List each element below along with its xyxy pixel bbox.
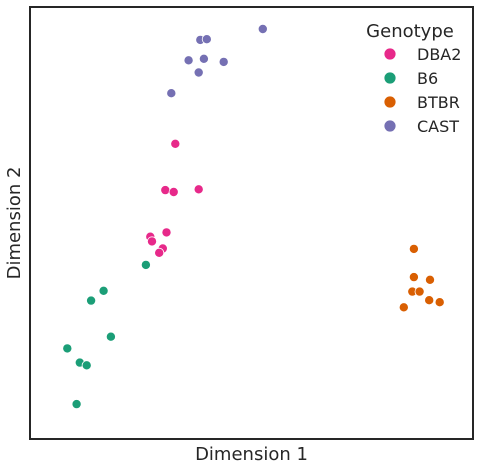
- point-dba2-3: [168, 186, 179, 197]
- point-cast-6: [218, 56, 229, 67]
- point-btbr-7: [434, 297, 445, 308]
- point-btbr-6: [424, 295, 435, 306]
- point-dba2-5: [161, 227, 172, 238]
- legend-label-dba2: DBA2: [417, 45, 461, 64]
- legend-label-btbr: BTBR: [417, 93, 460, 112]
- legend-marker-btbr: [383, 95, 397, 109]
- point-cast-8: [166, 88, 177, 99]
- point-b6-5: [62, 343, 73, 354]
- legend: Genotype DBA2 B6 BTBR CAST: [366, 21, 461, 136]
- legend-title: Genotype: [366, 21, 454, 42]
- point-cast-7: [193, 67, 204, 78]
- points-layer: [62, 23, 445, 410]
- plot-frame: [29, 6, 474, 440]
- point-dba2-7: [146, 236, 157, 247]
- point-b6-8: [71, 399, 82, 410]
- point-dba2-4: [193, 184, 204, 195]
- point-btbr-3: [424, 274, 435, 285]
- x-axis-label: Dimension 1: [195, 444, 308, 465]
- point-cast-5: [183, 55, 194, 66]
- legend-label-cast: CAST: [417, 117, 459, 136]
- point-btbr-5: [414, 286, 425, 297]
- point-b6-1: [140, 259, 151, 270]
- point-btbr-1: [408, 243, 419, 254]
- legend-marker-b6: [383, 71, 397, 85]
- point-btbr-2: [408, 272, 419, 283]
- legend-marker-dba2: [383, 47, 397, 61]
- y-axis-label: Dimension 2: [4, 167, 25, 280]
- point-cast-3: [201, 34, 212, 45]
- point-b6-3: [86, 295, 97, 306]
- legend-items: DBA2 B6 BTBR CAST: [383, 45, 461, 136]
- point-cast-1: [257, 23, 268, 34]
- point-b6-7: [81, 360, 92, 371]
- point-dba2-2: [160, 185, 171, 196]
- point-btbr-8: [398, 302, 409, 313]
- legend-marker-cast: [383, 119, 397, 133]
- point-b6-2: [98, 285, 109, 296]
- point-dba2-1: [170, 138, 181, 149]
- point-cast-4: [198, 53, 209, 64]
- legend-label-b6: B6: [417, 69, 438, 88]
- point-b6-4: [105, 331, 116, 342]
- point-dba2-9: [154, 247, 165, 258]
